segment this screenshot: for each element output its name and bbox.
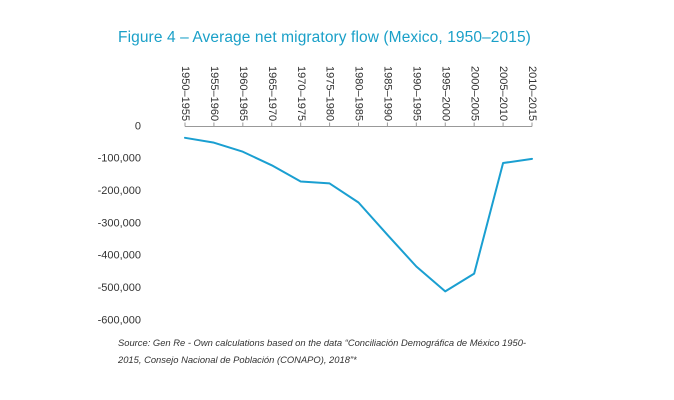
x-tick-labels: 1950–1955 1955–1960 1960–1965 1965–1970 1970…: [179, 66, 538, 121]
x-tick-label: 1985–1990: [382, 66, 394, 121]
x-tick-label: 1980–1985: [353, 66, 365, 121]
x-tick-label: 1970–1975: [295, 66, 307, 121]
series-line: [184, 136, 533, 293]
source-note: Source: Gen Re - Own calculations based …: [118, 337, 527, 365]
x-tick-label: 1960–1965: [237, 66, 249, 121]
chart-title: Figure 4 – Average net migratory flow (M…: [118, 29, 531, 46]
x-tick-label: 1955–1960: [208, 66, 220, 121]
y-tick-label: 0: [135, 120, 141, 132]
x-tick-label: 1995–2000: [439, 66, 451, 121]
x-tick-label: 2000–2005: [468, 66, 480, 121]
y-tick-label: -500,000: [98, 282, 141, 294]
y-tick-labels: 0 -100,000 -200,000 -300,000 -400,000 -500,00…: [98, 120, 141, 326]
y-tick-label: -200,000: [98, 185, 141, 197]
y-tick-label: -400,000: [98, 250, 141, 262]
x-tick-label: 1990–1995: [410, 66, 422, 121]
x-tick-label: 1975–1980: [324, 66, 336, 121]
y-tick-label: -600,000: [98, 314, 141, 326]
x-tick-label: 2010–2015: [526, 66, 538, 121]
y-tick-label: -100,000: [98, 153, 141, 165]
axes: [184, 122, 533, 127]
x-tick-label: 1965–1970: [266, 66, 278, 121]
series-group: [184, 136, 533, 293]
x-tick-label: 1950–1955: [179, 66, 191, 121]
y-tick-label: -300,000: [98, 217, 141, 229]
x-tick-label: 2005–2010: [497, 66, 509, 121]
